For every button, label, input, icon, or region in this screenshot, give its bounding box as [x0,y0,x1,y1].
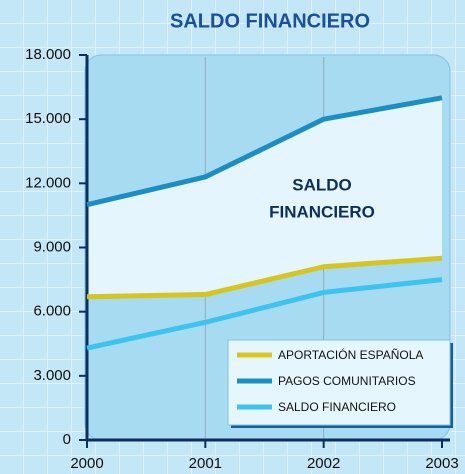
y-tick-label: 6.000 [33,303,71,320]
annotation: FINANCIERO [269,202,375,221]
saldo-area [87,97,442,297]
x-tick-label: 2000 [70,455,103,472]
x-tick-label: 2002 [307,455,340,472]
y-tick-label: 15.000 [25,110,71,127]
chart-title: SALDO FINANCIERO [170,10,370,32]
y-tick-label: 12.000 [25,174,71,191]
series-line [86,277,443,351]
x-tick-label: 2001 [189,455,222,472]
y-tick-label: 18.000 [25,46,71,63]
legend-label: PAGOS COMUNITARIOS [278,374,416,388]
y-tick-label: 9.000 [33,238,71,255]
series-line [86,255,443,300]
series-line [86,95,443,208]
legend-label: SALDO FINANCIERO [278,400,396,414]
y-tick-label: 3.000 [33,367,71,384]
y-tick-label: 0 [63,431,71,448]
annotation: SALDO [292,175,352,194]
legend-label: APORTACIÓN ESPAÑOLA [278,347,423,362]
x-tick-label: 2003 [425,455,458,472]
